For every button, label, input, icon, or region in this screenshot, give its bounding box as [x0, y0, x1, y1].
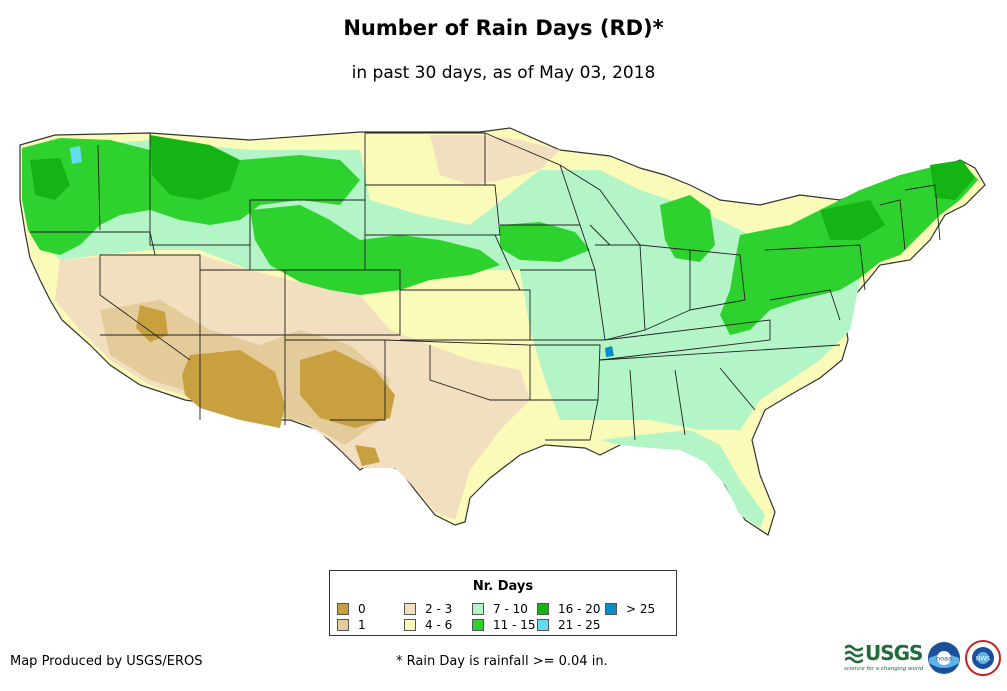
usgs-logo-text: USGS	[865, 641, 923, 665]
legend-item-8: > 25	[605, 602, 655, 616]
region-11-15-iowa	[500, 222, 590, 262]
region-16-20-washington	[30, 158, 70, 200]
region-21-25-washington	[70, 146, 82, 164]
region-16-20-idaho	[150, 135, 240, 200]
legend-swatch-2	[404, 603, 416, 615]
region-2-3-northplains	[430, 135, 560, 185]
legend-swatch-1	[337, 619, 349, 631]
legend-label-4: 7 - 10	[493, 602, 528, 616]
legend-item-3: 4 - 6	[404, 618, 452, 632]
region-7-10-southeast	[600, 430, 765, 528]
noaa-logo-text: noaa	[936, 655, 952, 663]
agency-logos: USGS science for a changing world noaa N…	[843, 638, 1003, 678]
legend-swatch-0	[337, 603, 349, 615]
legend-label-5: 11 - 15	[493, 618, 536, 632]
legend-item-1: 1	[337, 618, 366, 632]
state-borders	[30, 132, 941, 441]
legend-label-8: > 25	[626, 602, 656, 616]
legend-item-6: 16 - 20	[537, 602, 601, 616]
region-11-15-greatlakes	[660, 195, 715, 262]
nws-logo-icon: NWS	[965, 640, 1001, 676]
legend-label-6: 16 - 20	[558, 602, 601, 616]
legend-item-0: 0	[337, 602, 366, 616]
legend-label-7: 21 - 25	[558, 618, 601, 632]
noaa-logo-icon: noaa	[928, 642, 960, 674]
legend-swatch-5	[472, 619, 484, 631]
legend-label-2: 2 - 3	[425, 602, 453, 616]
region-11-15-northeast	[720, 165, 978, 335]
legend-swatch-8	[605, 603, 617, 615]
map-title: Number of Rain Days (RD)*	[343, 16, 664, 40]
nws-logo-text: NWS	[976, 656, 990, 663]
producer-credit: Map Produced by USGS/EROS	[10, 654, 203, 669]
legend-item-2: 2 - 3	[404, 602, 452, 616]
legend-swatch-3	[404, 619, 416, 631]
usgs-tagline: science for a changing world	[844, 666, 924, 672]
legend-item-5: 11 - 15	[472, 618, 536, 632]
legend-swatch-7	[537, 619, 549, 631]
legend-label-1: 1	[358, 618, 366, 632]
legend-item-4: 7 - 10	[472, 602, 528, 616]
region-16-20-maine	[930, 160, 975, 200]
region-0-nevada	[136, 305, 168, 342]
usgs-logo-icon	[845, 644, 863, 664]
map-subtitle: in past 30 days, as of May 03, 2018	[351, 63, 656, 83]
rain-day-note: * Rain Day is rainfall >= 0.04 in.	[396, 654, 608, 669]
region-11-15-rockies	[250, 205, 500, 295]
region-0-texas	[355, 445, 380, 466]
region-16-20-ny	[820, 200, 885, 240]
legend-swatch-4	[472, 603, 484, 615]
region-0-newmexico	[300, 350, 395, 428]
legend: Nr. Days 0 1 2 - 3 4 - 6 7 - 10 11 - 15 …	[329, 570, 677, 636]
legend-title: Nr. Days	[472, 579, 534, 594]
legend-item-7: 21 - 25	[537, 618, 601, 632]
legend-swatch-6	[537, 603, 549, 615]
region-gt25-tennessee	[605, 346, 614, 357]
legend-label-3: 4 - 6	[425, 618, 453, 632]
legend-label-0: 0	[358, 602, 366, 616]
region-0-arizona	[182, 350, 285, 428]
